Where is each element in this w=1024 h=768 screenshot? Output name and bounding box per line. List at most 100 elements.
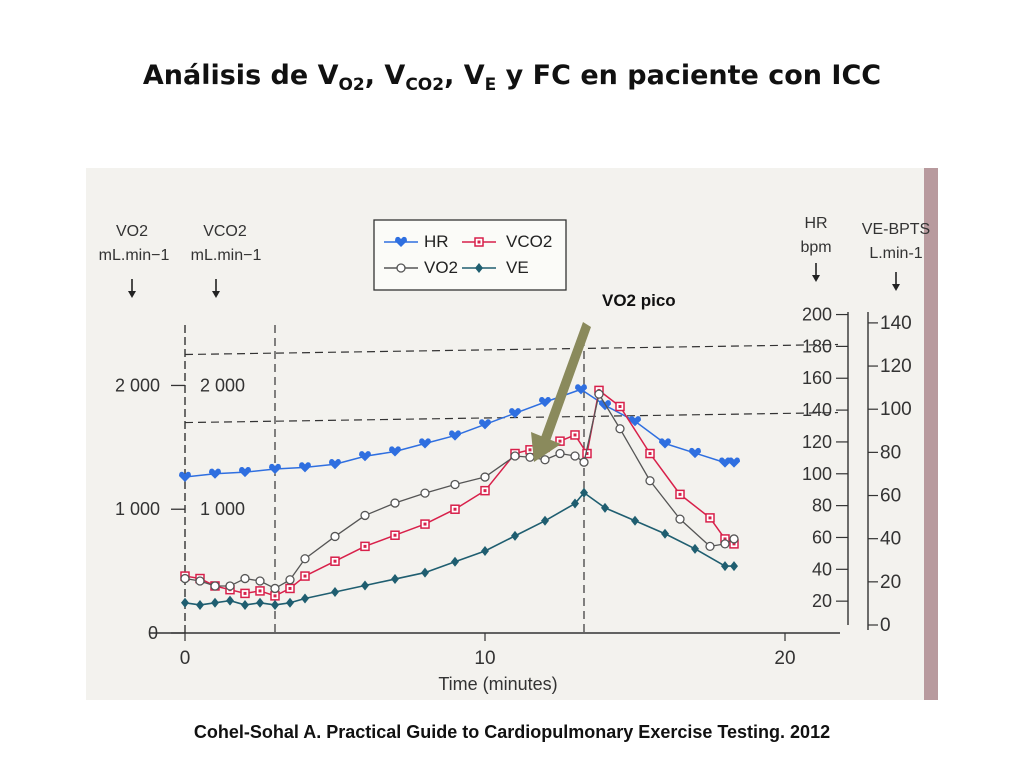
data-point-ve [286,597,294,608]
data-point-vco2-center [585,452,589,456]
data-point-vco2-center [288,586,292,590]
data-point-vo2 [555,448,565,459]
series [179,384,740,610]
data-point-ve [271,599,279,610]
hr-tick-label: 60 [812,527,832,547]
data-point-vco2-center [333,559,337,563]
hr-tick-label: 20 [812,591,832,611]
x-axis-label: Time (minutes) [438,674,557,694]
hr-tick-label: 100 [802,464,832,484]
data-point-hr [689,447,701,459]
vo2-peak-label: VO2 pico [602,291,676,310]
data-point-vco2-center [732,542,736,546]
data-point-vo2 [330,531,340,542]
arrow-head [531,432,561,462]
title-part: , V [364,60,406,91]
axis-headers: VO2 mL.min−1 VCO2 mL.min−1 HR bpm VE-BPT… [99,215,931,264]
ve-tick-label: 20 [880,572,901,593]
vo2-peak-arrow [531,322,591,462]
data-point-vco2-center [723,537,727,541]
legend-label-ve: VE [506,258,529,277]
title-subscript: CO2 [405,75,445,95]
data-point-vco2-center [363,544,367,548]
data-point-vo2 [285,575,295,585]
data-point-ve [580,487,588,498]
series-line-vo2 [184,393,735,590]
data-point-vo2 [579,457,589,467]
data-point-hr [179,471,191,482]
data-point-hr [329,459,341,470]
down-arrow-head [212,291,220,298]
data-point-ve [331,587,339,597]
title-subscript: E [484,75,497,95]
legend-swatch-marker [396,263,406,273]
legend-box [373,219,567,291]
data-point-vo2 [360,510,370,521]
data-point-hr [419,438,431,449]
ve-axis-header: VE-BPTS [862,221,930,238]
data-point-vco2-center [573,433,577,437]
data-point-vco2-center [258,589,262,593]
data-point-vo2 [720,539,730,549]
data-point-vco2-center [678,492,682,496]
ve-tick-label: 60 [880,486,901,507]
data-point-vco2-center [483,489,487,493]
ve-tick-label: 80 [880,442,901,463]
legend: HR VCO2 VO2 VE [373,219,567,291]
data-point-vo2 [180,573,190,584]
data-point-vo2 [615,424,625,434]
data-point-ve [181,597,189,608]
data-point-vco2-center [423,522,427,526]
data-point-hr [269,463,281,474]
vco2-axis-header: VCO2 [203,223,247,240]
down-arrow-head [892,284,900,291]
vo2-axis-unit: mL.min−1 [99,247,170,264]
series-vco2 [180,385,739,601]
data-point-hr [359,451,371,462]
data-point-ve [196,599,204,610]
data-point-vco2-center [708,516,712,520]
ve-tick-label: 40 [880,529,901,550]
series-hr [179,384,740,482]
data-point-hr [449,430,461,441]
data-point-vco2-center [528,448,532,452]
data-point-hr [728,457,740,468]
data-point-vo2 [675,514,685,524]
data-point-hr [575,384,587,395]
data-point-ve [661,528,669,539]
data-point-ve [211,597,219,608]
data-point-ve [481,546,489,556]
vo2-tick-label: 2 000 [115,375,160,395]
hr-tick-label: 180 [802,336,832,356]
vo2-tick-label: 1 000 [115,499,160,519]
x-tick-label: 20 [774,648,795,669]
data-point-ve [511,530,519,541]
data-point-vco2-center [243,591,247,595]
legend-swatch-marker-center [477,240,481,244]
data-point-vco2-center [558,439,562,443]
x-tick-label: 0 [180,648,191,669]
data-point-hr [389,446,401,457]
data-point-ve [541,515,549,526]
vco2-tick-label: 1 000 [200,499,245,519]
data-point-vco2-center [303,574,307,578]
title-subscript: O2 [338,75,365,95]
hr-axis-header: HR [804,215,827,232]
down-arrow-head [812,275,820,282]
data-point-hr [299,462,311,473]
hr-tick-label: 160 [802,368,832,388]
data-point-vo2 [570,451,580,461]
down-arrow-head [128,291,136,298]
series-ve [181,487,738,610]
data-point-hr [479,419,491,430]
citation: Cohel-Sohal A. Practical Guide to Cardio… [193,722,831,742]
data-point-vo2 [510,451,520,461]
axis-header-arrows [128,263,900,298]
data-point-ve [226,595,234,606]
data-point-hr [659,438,671,449]
series-line-vco2 [184,389,735,597]
data-point-ve [241,599,249,610]
hr-tick-label: 140 [802,400,832,420]
data-point-ve [691,543,699,554]
